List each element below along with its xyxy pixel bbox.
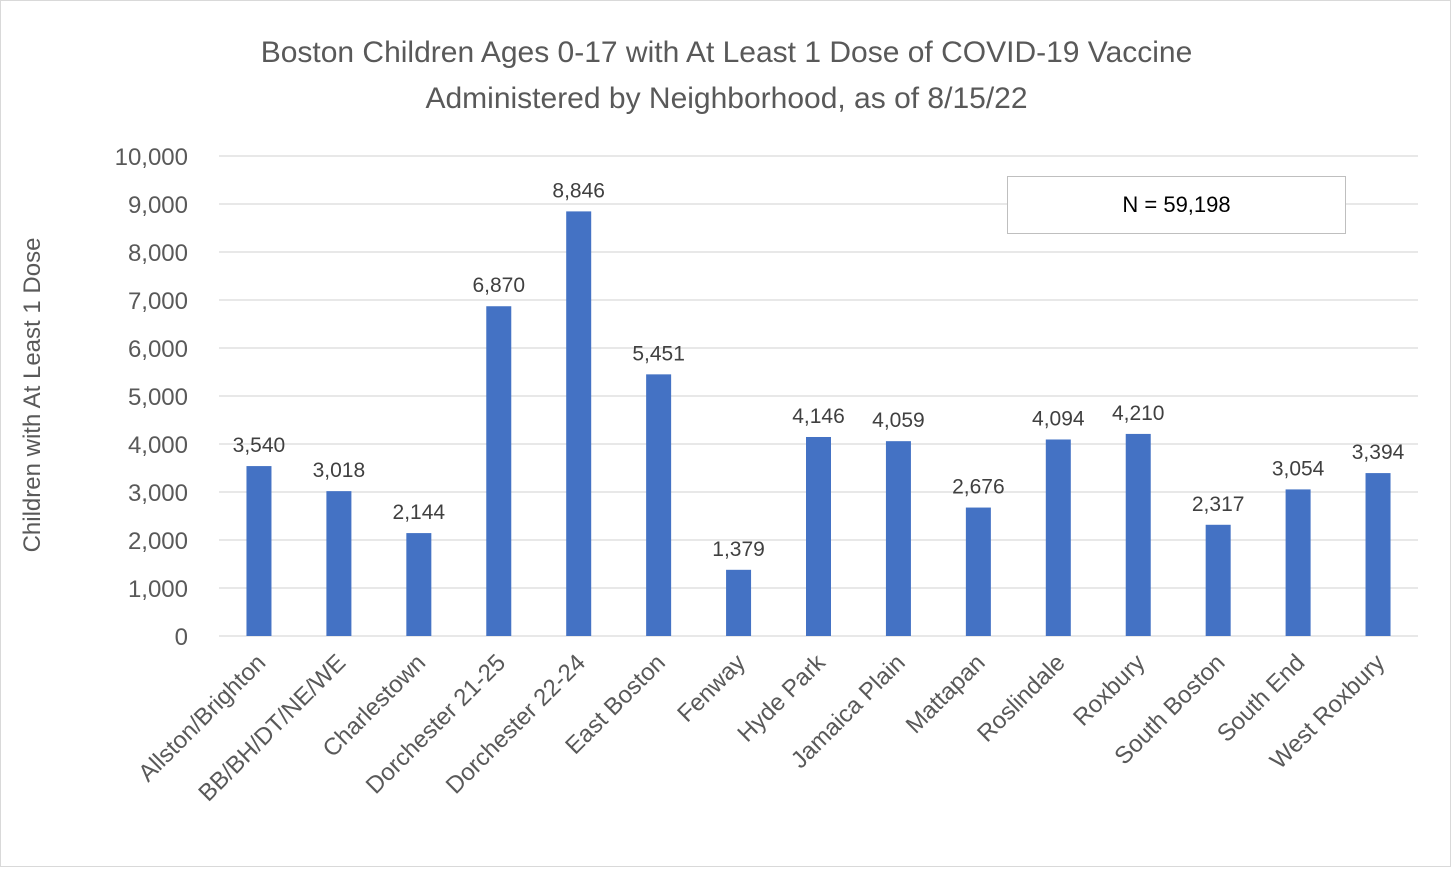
data-label: 2,144: [393, 501, 446, 524]
bar: [1125, 433, 1151, 636]
y-tick-label: 10,000: [115, 144, 188, 171]
y-tick-label: 6,000: [128, 336, 188, 363]
bar: [965, 507, 991, 636]
y-tick-label: 4,000: [128, 432, 188, 459]
chart-title-line-1: Boston Children Ages 0-17 with At Least …: [260, 36, 1193, 69]
data-label: 4,146: [792, 405, 845, 428]
sample-size-annotation: N = 59,198: [1007, 176, 1346, 234]
sample-size-text: N = 59,198: [1122, 192, 1231, 217]
bar: [726, 569, 752, 636]
data-label: 6,870: [472, 274, 525, 297]
data-label: 3,054: [1272, 457, 1325, 480]
x-tick-label: Roxbury: [1068, 649, 1150, 731]
y-tick-label: 5,000: [128, 384, 188, 411]
data-label: 2,676: [952, 476, 1005, 499]
bar: [486, 306, 512, 636]
bar: [326, 491, 352, 636]
data-label: 1,379: [712, 538, 765, 561]
bar: [1045, 439, 1071, 636]
data-label: 5,451: [632, 342, 685, 365]
y-tick-label: 9,000: [128, 192, 188, 219]
x-tick-label: BB/BH/DT/NE/WE: [193, 649, 351, 807]
y-tick-label: 3,000: [128, 480, 188, 507]
data-label: 4,094: [1032, 407, 1085, 430]
bar: [1285, 489, 1311, 636]
bar: [566, 211, 592, 636]
bar: [885, 441, 911, 636]
data-label: 3,018: [313, 459, 366, 482]
data-label: 2,317: [1192, 493, 1245, 516]
y-tick-label: 8,000: [128, 240, 188, 267]
bar: [246, 466, 272, 636]
data-label: 3,540: [233, 434, 286, 457]
data-label: 4,210: [1112, 402, 1165, 425]
data-label: 3,394: [1352, 441, 1405, 464]
y-tick-label: 0: [175, 624, 188, 651]
x-tick-label: Dorchester 22-24: [441, 649, 591, 799]
data-label: 8,846: [552, 179, 605, 202]
bar: [646, 374, 672, 636]
chart-title-line-2: Administered by Neighborhood, as of 8/15…: [425, 82, 1028, 115]
y-tick-label: 7,000: [128, 288, 188, 315]
y-tick-label: 2,000: [128, 528, 188, 555]
bar: [1205, 524, 1231, 636]
bar: [1365, 473, 1391, 636]
x-tick-label: Dorchester 21-25: [361, 649, 511, 799]
data-label: 4,059: [872, 409, 925, 432]
x-tick-label: Roslindale: [972, 649, 1070, 747]
bar: [406, 533, 432, 636]
y-tick-label: 1,000: [128, 576, 188, 603]
x-tick-label: Fenway: [672, 649, 751, 728]
chart-title: Boston Children Ages 0-17 with At Least …: [0, 30, 1453, 122]
bar: [806, 436, 831, 636]
